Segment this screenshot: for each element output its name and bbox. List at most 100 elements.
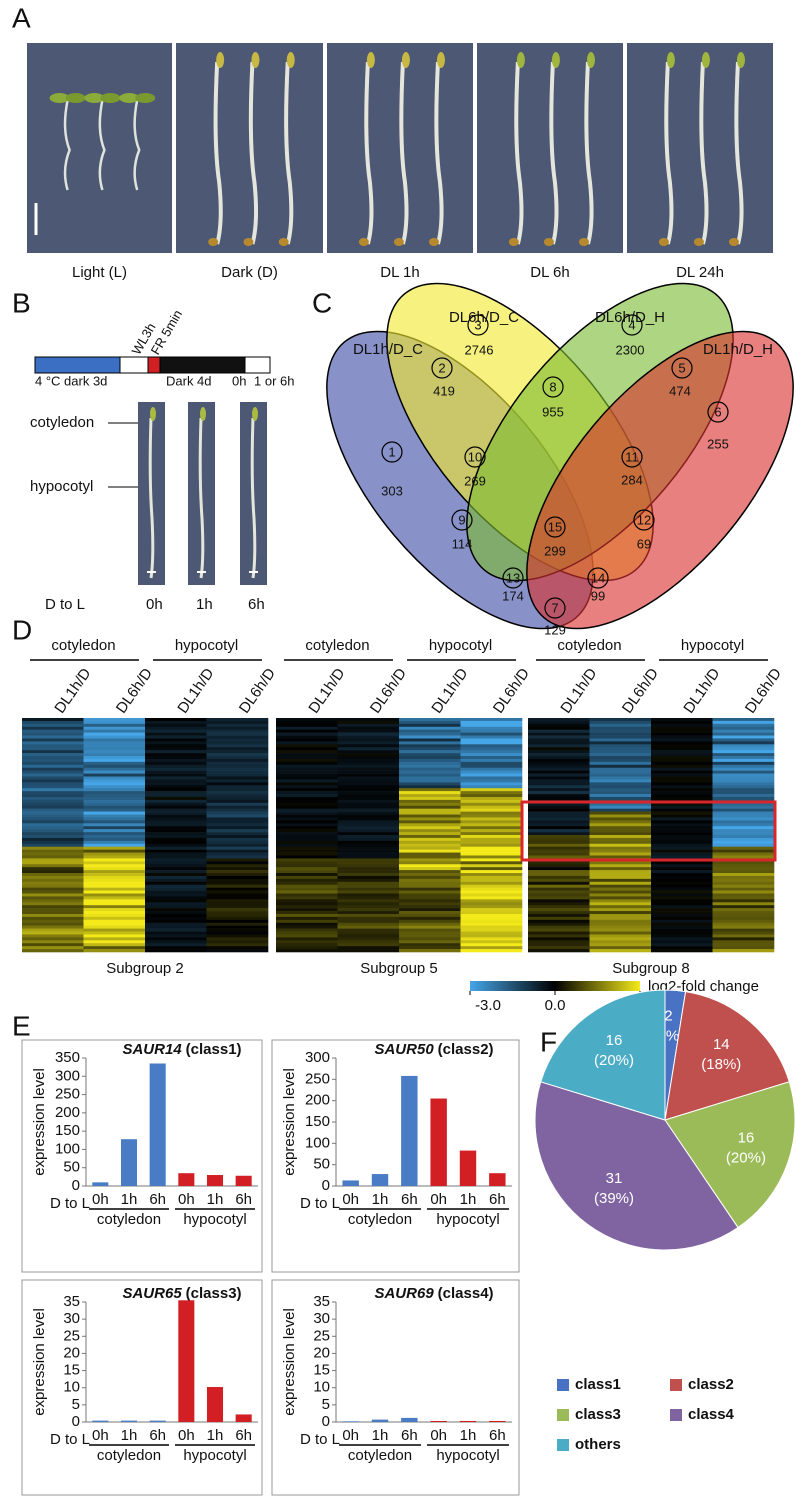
heatmap-cell xyxy=(399,946,461,950)
heatmap-cell xyxy=(589,811,652,815)
heatmap-cell xyxy=(83,884,146,888)
heatmap-cell xyxy=(589,864,652,868)
heatmap-cell xyxy=(22,741,84,745)
heatmap-cell xyxy=(460,940,523,944)
heatmap-cell xyxy=(337,794,400,798)
heatmap-cell xyxy=(206,928,269,932)
heatmap-cell xyxy=(206,890,269,894)
heatmap-cell xyxy=(337,814,400,818)
heatmap-cell xyxy=(460,916,523,921)
heatmap-cell xyxy=(460,943,523,947)
heatmap-cell xyxy=(83,799,146,804)
column-label: DL6h/D xyxy=(490,665,533,717)
heatmap-cell xyxy=(276,919,338,924)
group-label: cotyledon xyxy=(348,1211,412,1228)
heatmap-cell xyxy=(145,925,207,929)
heatmap-cell xyxy=(528,753,590,757)
heatmap-cell xyxy=(276,916,338,921)
heatmap-cell xyxy=(589,802,652,807)
heatmap-cell xyxy=(528,908,590,912)
x-tick-label: 1h xyxy=(121,1427,138,1444)
heatmap-cell xyxy=(145,908,207,912)
heatmap-cell xyxy=(460,890,523,894)
pie-percent-label: (20%) xyxy=(594,1052,634,1069)
heatmap-cell xyxy=(460,744,523,748)
heatmap-cell xyxy=(276,805,338,809)
heatmap-cell xyxy=(712,791,775,795)
heatmap-cell xyxy=(460,870,523,874)
heatmap-cell xyxy=(206,858,269,862)
heatmap-cell xyxy=(83,908,146,912)
heatmap-cell xyxy=(589,896,652,900)
group-label: cotyledon xyxy=(51,637,115,654)
heatmap-cell xyxy=(337,720,400,725)
heatmap-cell xyxy=(712,718,775,722)
gene-class: (class3) xyxy=(186,1285,242,1302)
heatmap-cell xyxy=(206,840,269,845)
bar xyxy=(459,1420,477,1422)
pie-percent-label: (20%) xyxy=(726,1149,766,1166)
seed-coat xyxy=(693,238,704,246)
heatmap-cell xyxy=(145,931,207,935)
heatmap-cell xyxy=(460,919,523,924)
heatmap-cell xyxy=(712,928,775,932)
heatmap-cell xyxy=(712,867,775,871)
heatmap-cell xyxy=(22,785,84,789)
heatmap-cell xyxy=(528,758,590,763)
heatmap-cell xyxy=(589,744,652,748)
heatmap-cell xyxy=(399,864,461,868)
heatmap-cell xyxy=(276,911,338,915)
heatmap-cell xyxy=(206,881,269,886)
heatmap-cell xyxy=(83,782,146,786)
heatmap-cell xyxy=(460,741,523,745)
heatmap-cell xyxy=(206,846,269,850)
heatmap-cell xyxy=(589,846,652,850)
column-label: DL6h/D xyxy=(619,665,662,717)
heatmap-cell xyxy=(206,738,269,742)
cotyledon xyxy=(252,407,258,421)
heatmap-cell xyxy=(83,776,146,780)
cotyledon xyxy=(49,93,70,103)
heatmap-cell xyxy=(145,919,207,924)
seedling xyxy=(148,417,155,579)
bar xyxy=(371,1174,389,1186)
heatmap-cell xyxy=(589,922,652,926)
heatmap-cell xyxy=(651,718,713,722)
seed-coat xyxy=(208,238,219,246)
heatmap-cell xyxy=(528,928,590,932)
heatmap-cell xyxy=(399,893,461,897)
heatmap-cell xyxy=(528,805,590,809)
heatmap-cell xyxy=(399,905,461,909)
y-tick-label: 30 xyxy=(313,1310,330,1327)
heatmap-cell xyxy=(276,817,338,821)
heatmap-cell xyxy=(83,817,146,821)
heatmap-cell xyxy=(276,832,338,836)
heatmap-cell xyxy=(589,837,652,842)
y-tick-label: 100 xyxy=(55,1140,80,1157)
heatmap-cell xyxy=(528,826,590,830)
heatmap-cell xyxy=(712,750,775,754)
heatmap-cell xyxy=(145,905,207,909)
heatmap-cell xyxy=(83,919,146,924)
heatmap-cell xyxy=(276,796,338,801)
region-marker xyxy=(621,446,643,468)
heatmap-cell xyxy=(460,922,523,926)
heatmap-cell xyxy=(651,767,713,771)
region-marker xyxy=(671,357,693,379)
heatmap-cell xyxy=(337,750,400,754)
heatmap-cell xyxy=(712,846,775,850)
heatmap-cell xyxy=(651,744,713,748)
bar xyxy=(235,1414,252,1422)
heatmap-cell xyxy=(651,796,713,801)
heatmap-cell xyxy=(589,776,652,780)
heatmap-cell xyxy=(460,896,523,900)
group-label: hypocotyl xyxy=(183,1211,246,1228)
heatmap-cell xyxy=(337,843,400,847)
heatmap-cell xyxy=(22,849,84,853)
timeline-label: Dark 4d xyxy=(166,373,212,388)
heatmap-cell xyxy=(276,729,338,733)
cotyledon xyxy=(216,52,225,68)
heatmap-cell xyxy=(460,817,523,821)
bar xyxy=(430,1420,447,1422)
region-count: 129 xyxy=(544,622,566,637)
